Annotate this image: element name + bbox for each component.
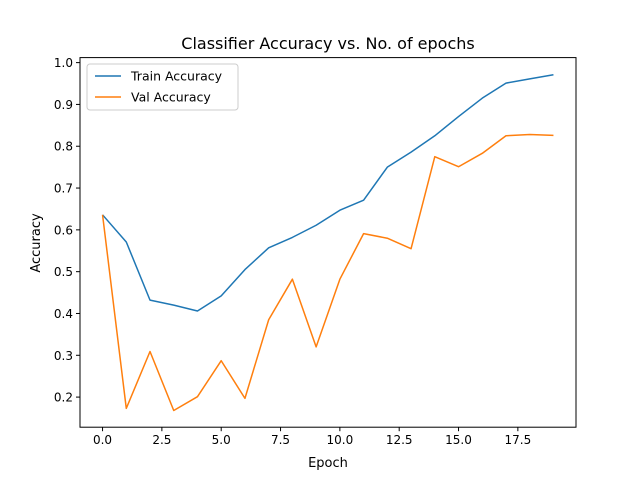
legend-frame (86, 63, 239, 111)
series-line-1 (101, 133, 554, 412)
y-tick-label: 0.7 (54, 182, 73, 196)
x-tick-label: 12.5 (386, 433, 413, 447)
legend-label: Val Accuracy (131, 90, 211, 105)
series-lines (101, 74, 554, 412)
y-tick-label: 0.6 (54, 223, 73, 237)
legend-label: Train Accuracy (130, 69, 223, 84)
y-tick-label: 0.4 (54, 307, 73, 321)
y-tick-label: 0.2 (54, 391, 73, 405)
y-tick-label: 1.0 (54, 56, 73, 70)
x-tick-label: 2.5 (152, 433, 171, 447)
x-axis-label: Epoch (308, 456, 348, 471)
series-line-0 (101, 74, 554, 312)
y-tick-label: 0.9 (54, 98, 73, 112)
y-tick-label: 0.8 (54, 140, 73, 154)
plot-area: 0.0 2.5 5.0 7.5 10.0 12.5 15.0 17.5 0.2 0.3 0.4 0.5… (54, 56, 577, 447)
y-axis-label: Accuracy (29, 213, 44, 273)
x-tick-label: 17.5 (504, 433, 531, 447)
y-tick-label: 0.5 (54, 265, 73, 279)
chart-title: Classifier Accuracy vs. No. of epochs (181, 34, 474, 53)
y-tick-label: 0.3 (54, 349, 73, 363)
x-tick-label: 5.0 (212, 433, 231, 447)
x-tick-label: 7.5 (271, 433, 290, 447)
axes-frame (79, 57, 577, 428)
x-tick-label: 10.0 (327, 433, 354, 447)
x-tick-label: 0.0 (93, 433, 112, 447)
axis-ticks: 0.0 2.5 5.0 7.5 10.0 12.5 15.0 17.5 0.2 0.3 0.4 0.5… (54, 56, 531, 447)
chart-legend: Train Accuracy Val Accuracy (86, 63, 239, 111)
x-tick-label: 15.0 (445, 433, 472, 447)
